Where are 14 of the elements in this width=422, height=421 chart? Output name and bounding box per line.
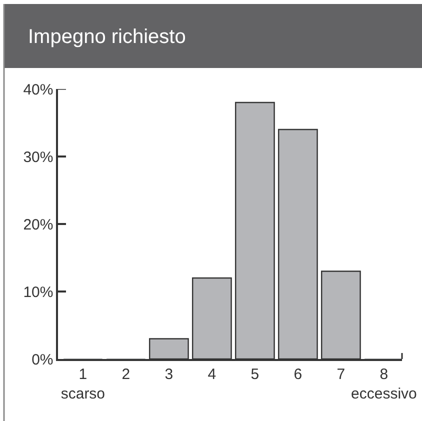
- y-tick-label: 0%: [32, 351, 54, 368]
- x-tick-label: 8 eccessivo: [351, 366, 417, 402]
- x-tick-label: 6: [294, 366, 302, 383]
- y-tick-label: 30%: [23, 148, 54, 166]
- y-tick-label: 10%: [23, 284, 54, 301]
- x-tick-label: 1 scarso: [60, 366, 106, 402]
- y-tick-label: 20%: [23, 216, 54, 234]
- chart-title: Impegno richiesto: [28, 26, 186, 48]
- x-tick-label: 2: [122, 366, 130, 383]
- x-tick-label: 4: [208, 366, 216, 383]
- y-tick-label: 40%: [23, 81, 54, 98]
- x-tick-label: 7: [336, 366, 346, 383]
- x-tick-label: 5: [250, 366, 260, 383]
- x-tick-label: 3: [164, 366, 174, 383]
